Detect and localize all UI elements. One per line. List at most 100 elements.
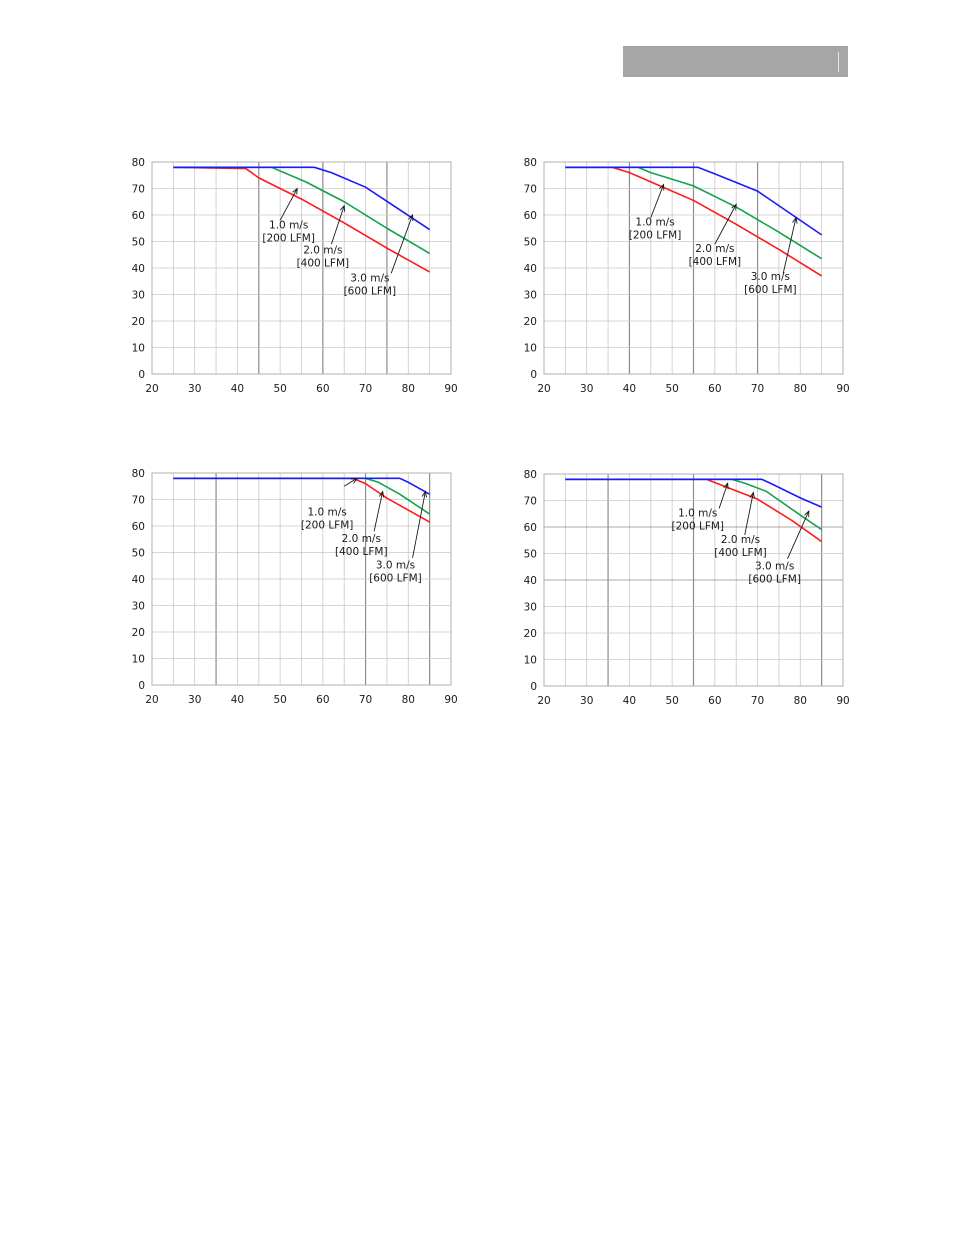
x-tick-label: 90 [444,383,457,395]
arrow-head [731,203,737,211]
arrow-head [292,187,298,195]
annotation-lfm: [400 LFM] [689,256,742,268]
x-tick-label: 50 [273,694,286,706]
x-tick-label: 20 [537,695,550,707]
y-tick-label: 40 [132,574,145,586]
x-tick-label: 60 [708,695,721,707]
y-tick-label: 20 [132,627,145,639]
x-tick-label: 70 [359,383,372,395]
annotation-speed: 1.0 m/s [307,506,346,518]
y-tick-label: 40 [132,263,145,275]
x-tick-label: 60 [316,694,329,706]
derating-chart-top-right: 20 30 40 50 60 70 80 90 0 10 20 30 40 50 60 70 80 1.0 m/s… [524,157,850,395]
annotation-speed: 3.0 m/s [755,560,794,572]
y-tick-label: 0 [530,369,537,381]
derating-chart-bottom-right: 20 30 40 50 60 70 80 90 0 10 20 30 40 50 60 70 80 1.0 m/s… [524,469,850,707]
derating-chart-bottom-left: 20 30 40 50 60 70 80 90 0 10 20 30 40 50 60 70 80 1.0 m/s… [132,468,458,706]
y-tick-label: 10 [524,343,537,355]
arrow-head [339,204,346,212]
x-tick-label: 20 [537,383,550,395]
annotation-arrow [330,205,345,245]
annotation-lfm: [600 LFM] [369,572,422,584]
x-tick-label: 40 [623,695,636,707]
y-tick-label: 70 [132,495,145,507]
plot-frame [151,161,452,375]
x-tick-label: 90 [836,695,849,707]
y-tick-label: 60 [524,522,537,534]
x-tick-label: 50 [273,383,286,395]
annotation-arrow [782,217,797,274]
annotation-speed: 2.0 m/s [342,533,381,545]
annotation-lfm: [400 LFM] [297,257,350,269]
annotation-speed: 2.0 m/s [695,243,734,255]
y-tick-label: 70 [524,184,537,196]
y-tick-label: 40 [524,263,537,275]
annotation-speed: 3.0 m/s [376,559,415,571]
y-tick-label: 80 [524,469,537,481]
y-tick-label: 30 [132,290,145,302]
grid [151,161,452,375]
y-tick-label: 50 [524,237,537,249]
plot-frame [151,472,452,686]
x-tick-label: 40 [623,383,636,395]
arrow-head [351,477,359,484]
series-line-3 [173,477,431,495]
series-line-1 [565,166,823,277]
annotation-speed: 1.0 m/s [678,507,717,519]
annotation-arrow [650,184,665,218]
x-tick-label: 50 [665,383,678,395]
x-tick-label: 20 [145,694,158,706]
y-tick-label: 70 [524,496,537,508]
y-tick-label: 80 [132,468,145,480]
y-tick-label: 20 [524,316,537,328]
x-tick-label: 90 [836,383,849,395]
x-tick-label: 20 [145,383,158,395]
plot-frame [543,161,844,375]
y-tick-label: 30 [132,601,145,613]
y-tick-label: 0 [530,681,537,693]
annotation-speed: 1.0 m/s [635,217,674,229]
arrow-head [421,490,428,498]
x-tick-label: 30 [580,695,593,707]
y-tick-label: 20 [524,628,537,640]
series-line-3 [173,166,431,231]
x-tick-label: 60 [708,383,721,395]
arrow-head [408,213,414,222]
x-tick-label: 30 [580,383,593,395]
annotation-lfm: [200 LFM] [629,230,682,242]
annotation-lfm: [400 LFM] [714,547,767,559]
x-tick-label: 60 [316,383,329,395]
arrow-head [804,510,810,518]
y-tick-label: 30 [524,602,537,614]
x-tick-label: 80 [402,694,415,706]
x-tick-label: 90 [444,694,457,706]
y-tick-label: 0 [138,680,145,692]
annotation-lfm: [200 LFM] [262,232,315,244]
series-line-3 [565,166,823,236]
x-tick-label: 80 [794,695,807,707]
y-tick-label: 30 [524,290,537,302]
annotation-speed: 1.0 m/s [269,219,308,231]
y-tick-label: 0 [138,369,145,381]
annotation-arrow [412,491,426,558]
arrow-head [378,490,385,498]
x-tick-label: 70 [751,695,764,707]
y-tick-label: 50 [132,548,145,560]
y-tick-label: 50 [524,549,537,561]
x-tick-label: 70 [359,694,372,706]
y-tick-label: 80 [132,157,145,169]
annotation-arrow [787,510,810,559]
y-tick-label: 60 [524,210,537,222]
y-tick-label: 20 [132,316,145,328]
arrow-head [723,482,729,490]
annotation-arrow [390,214,413,274]
y-tick-label: 50 [132,237,145,249]
annotation-lfm: [600 LFM] [748,573,801,585]
y-tick-label: 10 [524,655,537,667]
annotation-lfm: [200 LFM] [672,520,725,532]
x-tick-label: 40 [231,383,244,395]
derating-chart-top-left: 20 30 40 50 60 70 80 90 0 10 20 30 40 50 60 70 80 1.0 m/s… [132,157,458,395]
y-tick-label: 10 [132,343,145,355]
annotation-lfm: [600 LFM] [344,285,397,297]
y-tick-label: 80 [524,157,537,169]
